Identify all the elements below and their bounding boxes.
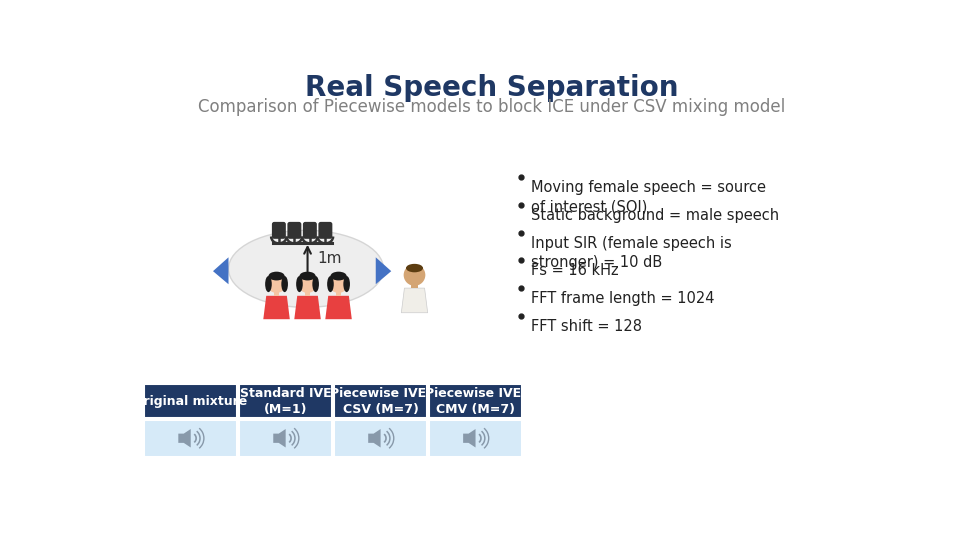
FancyBboxPatch shape — [239, 420, 332, 457]
Text: Moving female speech = source
of interest (SOI): Moving female speech = source of interes… — [531, 180, 766, 214]
FancyBboxPatch shape — [144, 420, 237, 457]
Circle shape — [298, 272, 318, 293]
FancyBboxPatch shape — [429, 420, 522, 457]
FancyBboxPatch shape — [144, 384, 237, 418]
Polygon shape — [263, 296, 290, 319]
FancyBboxPatch shape — [272, 222, 286, 239]
Polygon shape — [274, 429, 286, 448]
FancyBboxPatch shape — [336, 290, 342, 296]
FancyBboxPatch shape — [239, 384, 332, 418]
Ellipse shape — [344, 276, 350, 292]
FancyBboxPatch shape — [334, 384, 427, 418]
FancyBboxPatch shape — [304, 290, 310, 296]
Ellipse shape — [312, 276, 319, 292]
Circle shape — [403, 264, 425, 286]
Ellipse shape — [406, 264, 423, 272]
Text: Standard IVE
(M=1): Standard IVE (M=1) — [240, 387, 331, 416]
FancyBboxPatch shape — [412, 283, 418, 288]
Text: Static background = male speech: Static background = male speech — [531, 208, 779, 223]
Ellipse shape — [330, 272, 347, 280]
Text: Real Speech Separation: Real Speech Separation — [305, 74, 679, 102]
Ellipse shape — [269, 272, 285, 280]
Ellipse shape — [281, 276, 288, 292]
Text: Comparison of Piecewise models to block ICE under CSV mixing model: Comparison of Piecewise models to block … — [199, 98, 785, 116]
Polygon shape — [375, 257, 392, 284]
Text: FFT shift = 128: FFT shift = 128 — [531, 319, 641, 334]
Polygon shape — [213, 257, 228, 284]
Polygon shape — [463, 429, 475, 448]
Polygon shape — [369, 429, 380, 448]
Text: Piecewise IVE,
CMV (M=7): Piecewise IVE, CMV (M=7) — [425, 387, 526, 416]
Polygon shape — [325, 296, 351, 319]
FancyBboxPatch shape — [334, 420, 427, 457]
Polygon shape — [295, 296, 321, 319]
Ellipse shape — [296, 276, 302, 292]
Ellipse shape — [228, 231, 383, 307]
Circle shape — [266, 272, 287, 293]
Ellipse shape — [265, 276, 272, 292]
Circle shape — [328, 272, 348, 293]
Ellipse shape — [327, 276, 334, 292]
FancyBboxPatch shape — [274, 290, 279, 296]
Text: 1m: 1m — [317, 251, 342, 266]
Text: Piecewise IVE,
CSV (M=7): Piecewise IVE, CSV (M=7) — [330, 387, 431, 416]
FancyBboxPatch shape — [319, 222, 332, 239]
Text: Fs = 16 kHz: Fs = 16 kHz — [531, 264, 618, 279]
Polygon shape — [401, 288, 427, 313]
Polygon shape — [179, 429, 191, 448]
FancyBboxPatch shape — [287, 222, 301, 239]
FancyBboxPatch shape — [429, 384, 522, 418]
Text: Input SIR (female speech is
stronger) = 10 dB: Input SIR (female speech is stronger) = … — [531, 236, 732, 270]
FancyBboxPatch shape — [303, 222, 317, 239]
Ellipse shape — [300, 272, 316, 280]
Text: original mixture: original mixture — [134, 395, 247, 408]
Text: FFT frame length = 1024: FFT frame length = 1024 — [531, 291, 714, 306]
